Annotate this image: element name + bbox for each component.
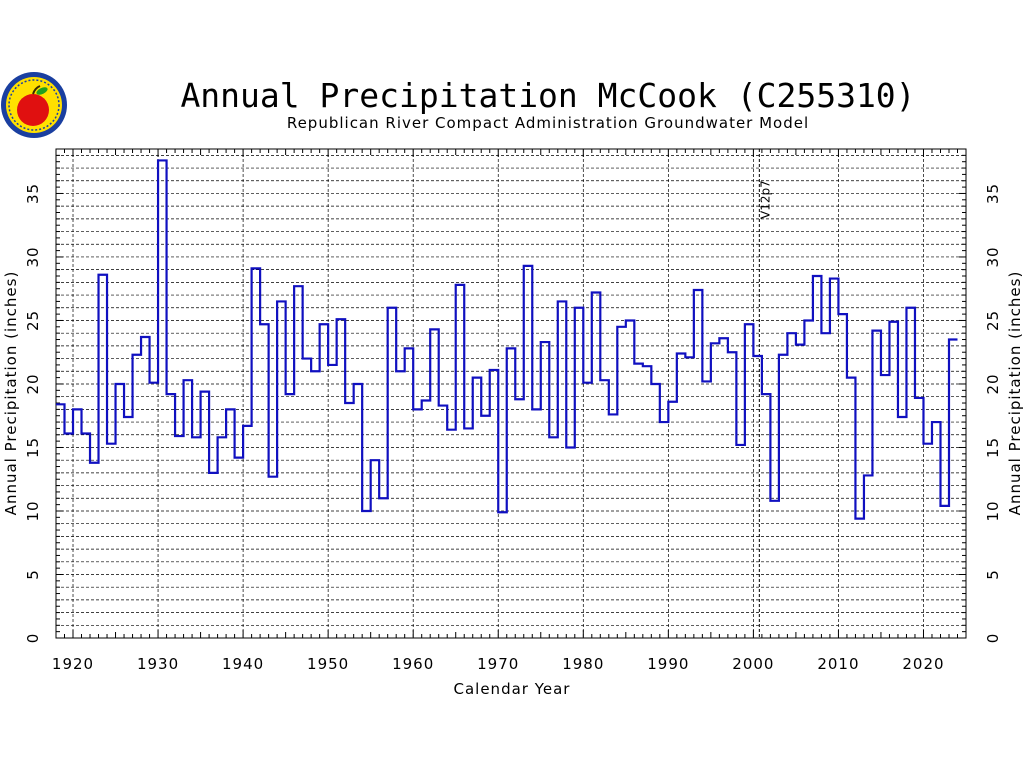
y-tick-label-left: 30	[24, 246, 42, 267]
apple-icon	[17, 94, 49, 126]
y-tick-label-right: 10	[984, 500, 1002, 521]
version-marker-label: V12p7	[758, 180, 772, 219]
x-tick-label: 1930	[137, 655, 179, 673]
y-tick-label-left: 35	[24, 183, 42, 204]
rrca-logo	[1, 72, 67, 138]
x-tick-label: 1940	[222, 655, 264, 673]
y-tick-label-left: 25	[24, 310, 42, 331]
x-tick-label: 1960	[392, 655, 434, 673]
y-tick-label-right: 20	[984, 373, 1002, 394]
y-tick-labels-right: 0 5 10 15 20 25 30 35	[984, 183, 1002, 643]
y-tick-labels-left: 0 5 10 15 20 25 30 35	[24, 183, 42, 643]
x-tick-label: 1970	[477, 655, 519, 673]
x-tick-label: 2000	[732, 655, 774, 673]
x-tick-label: 1950	[307, 655, 349, 673]
x-tick-label: 2020	[902, 655, 944, 673]
y-tick-label-right: 35	[984, 183, 1002, 204]
x-tick-labels: 1920 1930 1940 1950 1960 1970 1980 1990 2000 2010…	[52, 655, 944, 673]
plot-frame	[55, 148, 967, 639]
x-tick-label: 1980	[562, 655, 604, 673]
y-tick-label-right: 0	[984, 633, 1002, 644]
y-tick-label-right: 25	[984, 310, 1002, 331]
chart-title: Annual Precipitation McCook (C255310)	[180, 76, 915, 115]
y-tick-label-left: 5	[24, 569, 42, 580]
y-tick-label-left: 0	[24, 633, 42, 644]
precipitation-series-line	[56, 159, 958, 520]
x-tick-label: 2010	[817, 655, 859, 673]
y-tick-label-right: 30	[984, 246, 1002, 267]
y-tick-label-right: 15	[984, 437, 1002, 458]
y-tick-label-left: 20	[24, 373, 42, 394]
x-tick-label: 1990	[647, 655, 689, 673]
axis-ticks	[55, 148, 967, 639]
y-tick-label-right: 5	[984, 569, 1002, 580]
x-tick-label: 1920	[52, 655, 94, 673]
y-tick-label-left: 10	[24, 500, 42, 521]
y-axis-label-right: Annual Precipitation (inches)	[1006, 271, 1024, 516]
chart-subtitle: Republican River Compact Administration …	[287, 114, 809, 132]
grid	[56, 149, 966, 638]
x-axis-label: Calendar Year	[454, 680, 571, 698]
y-axis-label-left: Annual Precipitation (inches)	[2, 271, 20, 516]
y-tick-label-left: 15	[24, 437, 42, 458]
